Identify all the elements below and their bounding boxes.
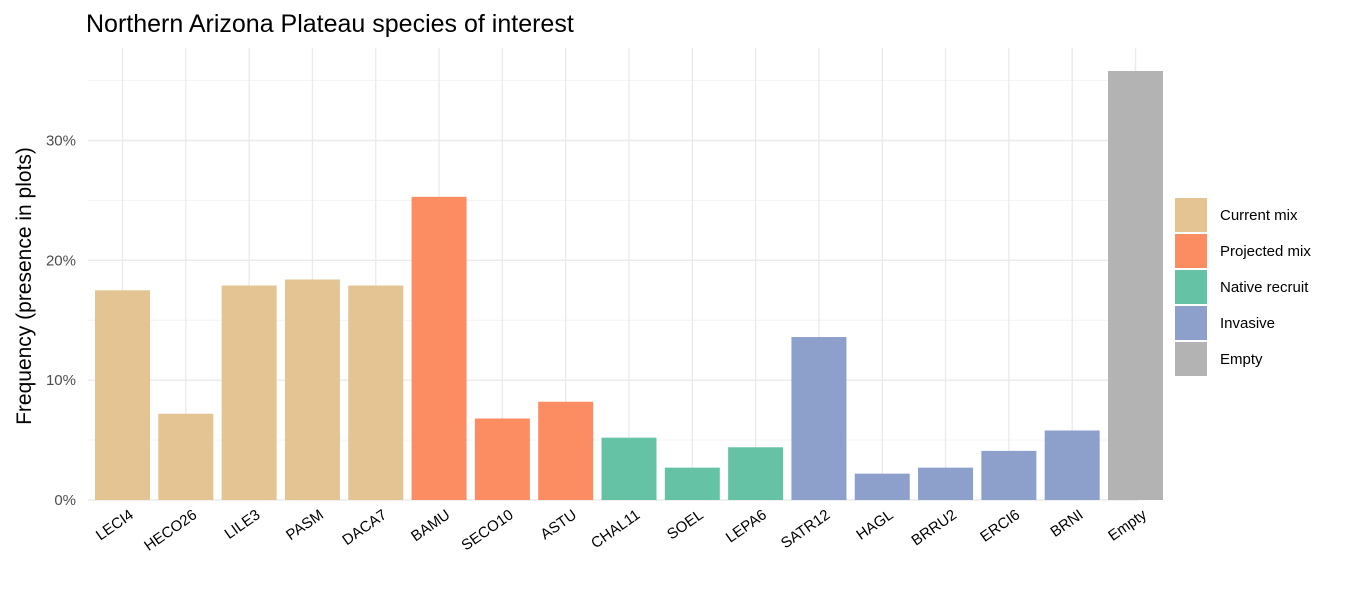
bar-soel: [664, 467, 720, 500]
bar-brru2: [918, 467, 974, 500]
bar-hagl: [854, 473, 910, 500]
bar-erci6: [981, 450, 1037, 500]
bar-empty: [1108, 71, 1163, 500]
chart-title: Northern Arizona Plateau species of inte…: [86, 10, 574, 38]
y-axis-label: Frequency (presence in plots): [13, 147, 36, 425]
bars: [95, 71, 1163, 500]
bar-astu: [538, 401, 594, 500]
legend-key-empty: [1175, 342, 1207, 376]
bar-seco10: [474, 418, 530, 500]
x-tick-label: LEPA6: [723, 506, 770, 546]
x-tick-label: CHAL11: [588, 506, 643, 552]
x-tick-label: ASTU: [537, 506, 580, 543]
legend-key-projected-mix: [1175, 234, 1207, 268]
x-tick-label: SOEL: [664, 506, 707, 543]
x-tick-label: BAMU: [408, 506, 453, 545]
legend-label: Native recruit: [1220, 279, 1309, 296]
x-tick-label: BRRU2: [908, 506, 959, 549]
y-tick-label: 0%: [54, 492, 76, 509]
x-tick-label: BRNI: [1047, 506, 1086, 540]
x-tick-label: HAGL: [853, 506, 896, 543]
legend-label: Invasive: [1220, 315, 1275, 332]
bar-bamu: [411, 196, 467, 500]
x-tick-label: DACA7: [339, 506, 390, 549]
y-tick-label: 10%: [46, 372, 76, 389]
x-tick-label: SATR12: [778, 506, 833, 552]
x-tick-label: LECI4: [93, 506, 137, 544]
legend: Current mix Projected mix Native recruit In…: [1175, 198, 1311, 376]
y-axis-ticks: 0% 10% 20% 30%: [46, 133, 76, 509]
x-tick-label: HECO26: [141, 506, 200, 554]
x-axis-ticks: LECI4 HECO26 LILE3 PASM DACA7 BAMU SECO10 ASTU C…: [93, 506, 1150, 555]
x-tick-label: PASM: [283, 506, 327, 544]
bar-lepa6: [728, 447, 784, 500]
bar-pasm: [284, 279, 340, 500]
legend-label: Projected mix: [1220, 243, 1311, 260]
x-tick-label: SECO10: [458, 506, 516, 554]
bar-satr12: [791, 337, 847, 500]
bar-chal11: [601, 437, 657, 500]
bar-daca7: [348, 285, 404, 500]
x-tick-label: ERCI6: [977, 506, 1023, 545]
bar-leci4: [95, 290, 150, 500]
legend-label: Current mix: [1220, 207, 1298, 224]
x-tick-label: LILE3: [222, 506, 264, 542]
legend-label: Empty: [1220, 351, 1263, 368]
y-tick-label: 20%: [46, 252, 76, 269]
legend-key-native-recruit: [1175, 270, 1207, 304]
x-tick-label: Empty: [1105, 506, 1150, 545]
legend-key-current-mix: [1175, 198, 1207, 232]
y-tick-label: 30%: [46, 133, 76, 150]
bar-lile3: [221, 285, 277, 500]
bar-heco26: [158, 413, 214, 500]
bar-brni: [1044, 430, 1100, 500]
legend-key-invasive: [1175, 306, 1207, 340]
